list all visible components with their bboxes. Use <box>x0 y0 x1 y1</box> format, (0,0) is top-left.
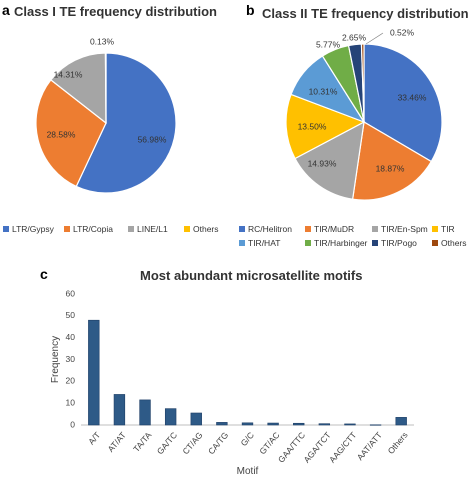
bar-xtick-label-a-t: A/T <box>86 430 102 447</box>
pie2-legend-swatch <box>432 240 438 246</box>
bar-ytick-label: 30 <box>66 354 76 364</box>
pie2-value-label-tir-en-spm: 14.93% <box>308 158 337 168</box>
bar-ytick-label: 50 <box>66 310 76 320</box>
pie2-legend-item-tir-mudr: TIR/MuDR <box>305 224 354 234</box>
pie2-legend-label: TIR/MuDR <box>314 224 355 234</box>
pie1-legend-swatch <box>64 226 70 232</box>
pie1-legend-swatch <box>128 226 134 232</box>
pie2-value-label-tir-mudr: 18.87% <box>376 163 405 173</box>
bar-gt-ac <box>267 422 279 426</box>
pie2-legend-swatch <box>239 240 245 246</box>
pie1-legend-item-line-l1: LINE/L1 <box>128 224 168 234</box>
pie2-legend-swatch <box>432 226 438 232</box>
pie2-legend-item-tir-harbinger: TIR/Harbinger <box>305 238 367 248</box>
bar-ytick-label: 40 <box>66 332 76 342</box>
pie2-value-label-tir: 13.50% <box>298 121 327 131</box>
bar-a-t <box>88 319 100 426</box>
bar-title: Most abundant microsatellite motifs <box>140 268 363 283</box>
pie1-title: Class I TE frequency distribution <box>14 4 217 19</box>
pie2-legend-item-tir-en-spm: TIR/En-Spm <box>372 224 428 234</box>
pie1-legend-label: Others <box>193 224 219 234</box>
pie2-value-label-rc-helitron: 33.46% <box>398 92 427 102</box>
pie2-legend-item-others: Others <box>432 238 467 248</box>
pie1-legend-swatch <box>184 226 190 232</box>
bar-ytick-label: 20 <box>66 376 76 386</box>
bar-xtick-label-aat-att: AAT/ATT <box>355 430 384 462</box>
bar-at-at <box>113 394 126 426</box>
pie2-value-label-tir-harbinger: 5.77% <box>316 39 341 49</box>
pie1-legend-swatch <box>3 226 9 232</box>
bar-ta-ta <box>139 399 151 426</box>
bar-xtick-label-gt-ac: GT/AC <box>257 430 281 456</box>
panel-letter-b: b <box>246 2 255 18</box>
pie2-legend-swatch <box>372 240 378 246</box>
pie1-value-label-line-l1: 14.31% <box>54 69 83 79</box>
pie1-value-label-ltr-copia: 28.58% <box>47 129 76 139</box>
pie2-leader-line <box>365 32 384 45</box>
pie1-slice-line-l1 <box>50 52 107 125</box>
bar-y-axis-title: Frequency <box>50 336 61 383</box>
pie1-legend-label: LTR/Gypsy <box>12 224 54 234</box>
bar-xtick-label-ca-tg: CA/TG <box>206 430 230 456</box>
bar-g-c <box>241 422 254 426</box>
pie2-slice-others <box>360 43 365 123</box>
pie2-title: Class II TE frequency distribution <box>262 6 469 21</box>
bar-aga-tct <box>318 423 331 426</box>
pie1-slice-others <box>104 52 107 124</box>
bar-aag-ctt <box>344 423 356 426</box>
pie2-value-label-tir-hat: 10.31% <box>309 86 338 96</box>
bar-ct-ag <box>190 412 202 426</box>
pie2-slice-tir-mudr <box>351 121 433 201</box>
pie1-slice-ltr-gypsy <box>75 52 177 194</box>
pie1-legend-item-ltr-copia: LTR/Copia <box>64 224 113 234</box>
bar-aat-att <box>369 424 382 426</box>
bar-x-axis-title: Motif <box>237 466 259 477</box>
bar-xtick-label-aag-ctt: AAG/CTT <box>327 430 358 465</box>
pie1-legend-label: LTR/Copia <box>73 224 113 234</box>
pie2-legend-label: RC/Helitron <box>248 224 292 234</box>
pie2-legend-swatch <box>305 240 311 246</box>
pie2-legend-label: TIR/Pogo <box>381 238 417 248</box>
pie2-slice-tir-en-spm <box>294 120 365 200</box>
bar-ytick-label: 10 <box>66 397 76 407</box>
pie1-value-label-ltr-gypsy: 56.98% <box>138 134 167 144</box>
bar-ytick-label: 60 <box>66 288 76 298</box>
pie2-legend-swatch <box>305 226 311 232</box>
bar-ytick-label: 0 <box>70 419 75 429</box>
pie1-legend-item-others: Others <box>184 224 219 234</box>
pie1-legend-item-ltr-gypsy: LTR/Gypsy <box>3 224 54 234</box>
pie2-legend-label: Others <box>441 238 467 248</box>
pie2-slice-rc-helitron <box>363 43 443 163</box>
pie2-legend-item-tir: TIR <box>432 224 455 234</box>
pie2-value-label-others: 0.52% <box>390 27 415 37</box>
pie1-slice-ltr-copia <box>35 79 107 188</box>
bar-xtick-label-g-c: G/C <box>239 430 256 448</box>
panel-letter-c: c <box>40 266 48 282</box>
pie2-slice-tir <box>285 93 366 160</box>
bar-xtick-label-ga-tc: GA/TC <box>155 430 179 456</box>
pie1-value-label-others: 0.13% <box>90 36 115 46</box>
pie2-legend-label: TIR <box>441 224 455 234</box>
pie2-legend-swatch <box>239 226 245 232</box>
panel-letter-a: a <box>2 2 10 18</box>
bar-ca-tg <box>216 422 228 426</box>
pie2-legend-label: TIR/Harbinger <box>314 238 368 248</box>
bar-xtick-label-ta-ta: TA/TA <box>131 430 154 454</box>
pie2-legend-item-tir-hat: TIR/HAT <box>239 238 280 248</box>
pie2-legend-label: TIR/En-Spm <box>381 224 428 234</box>
bar-xtick-label-at-at: AT/AT <box>106 430 128 454</box>
pie2-legend-label: TIR/HAT <box>248 238 281 248</box>
pie2-legend-item-tir-pogo: TIR/Pogo <box>372 238 417 248</box>
bar-ga-tc <box>164 408 177 426</box>
pie2-legend-item-rc-helitron: RC/Helitron <box>239 224 292 234</box>
pie1-legend-label: LINE/L1 <box>137 224 168 234</box>
bar-xtick-label-ct-ag: CT/AG <box>180 430 204 456</box>
pie2-value-label-tir-pogo: 2.65% <box>342 32 367 42</box>
bar-gaa-ttc <box>293 422 305 426</box>
bar-xtick-label-others: Others <box>386 430 410 456</box>
bar-others <box>395 417 407 426</box>
pie2-legend-swatch <box>372 226 378 232</box>
